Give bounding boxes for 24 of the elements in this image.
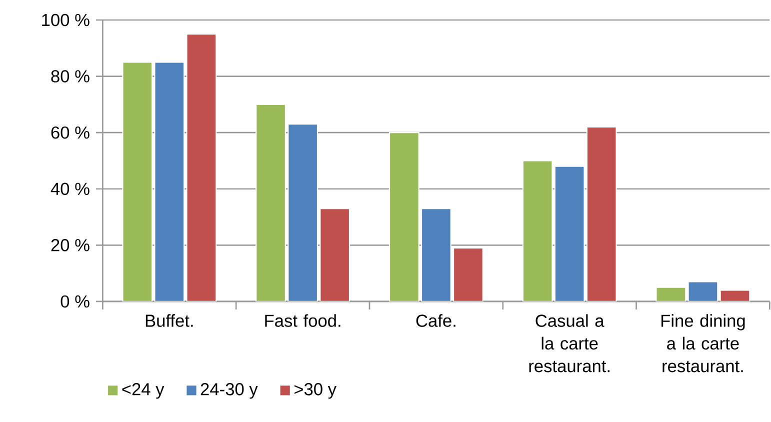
x-tick-label: Cafe.	[416, 314, 456, 328]
legend-label: >30 y	[294, 383, 336, 400]
bar	[586, 126, 617, 302]
bar	[320, 208, 350, 302]
legend-label: <24 y	[122, 383, 164, 400]
x-tick-label: Fine dining a la carte restaurant.	[662, 314, 745, 372]
y-tick-label: 40 %	[50, 182, 90, 196]
y-tick-label: 0 %	[60, 296, 90, 308]
x-tick-label: Buffet.	[146, 314, 193, 328]
bar	[420, 208, 452, 302]
x-tick-label: Fast food.	[265, 314, 340, 328]
bar	[452, 248, 484, 302]
y-tick-label: 60 %	[51, 126, 90, 139]
bar	[288, 124, 318, 302]
x-tick-label: Casual a la carte restaurant.	[529, 314, 610, 372]
y-tick-label: 80 %	[51, 70, 90, 83]
bar	[186, 34, 217, 302]
bar	[154, 62, 185, 302]
bar	[656, 287, 686, 302]
bar	[554, 166, 585, 302]
y-tick-label: 20 %	[51, 239, 90, 252]
legend-label: 24-30 y	[200, 383, 258, 400]
y-tick-label: 100 %	[42, 14, 90, 26]
bar	[688, 281, 718, 302]
